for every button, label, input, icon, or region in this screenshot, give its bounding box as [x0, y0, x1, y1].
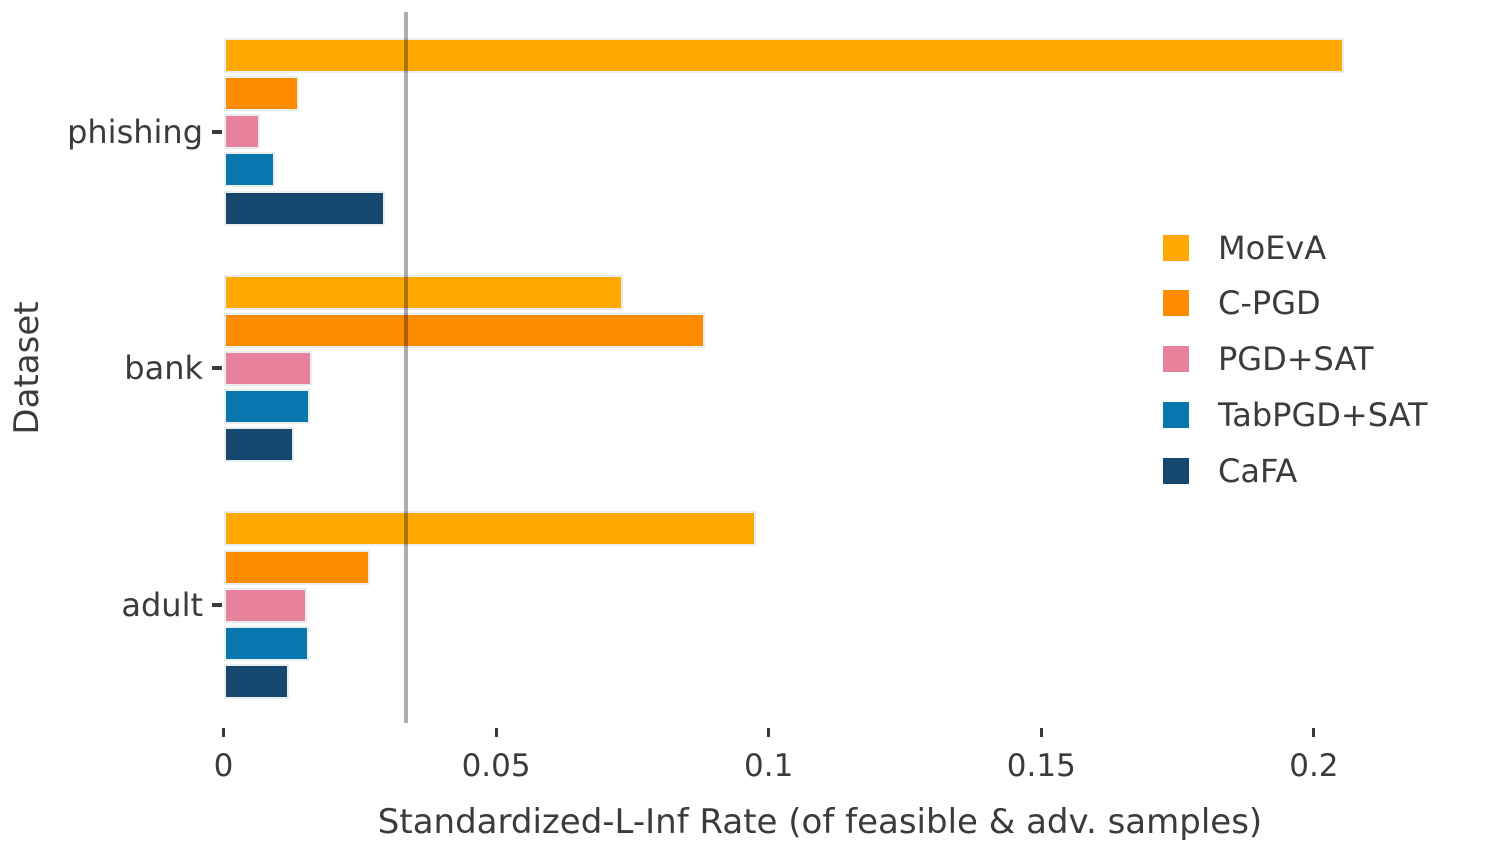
y-category-label-bank: bank	[124, 349, 203, 388]
y-category-label-phishing: phishing	[67, 112, 203, 151]
legend-item-tabpgd-sat: TabPGD+SAT	[1163, 387, 1493, 443]
x-tick-label-0.2: 0.2	[1289, 748, 1339, 784]
legend-swatch-cafa	[1163, 458, 1189, 485]
legend-swatch-tabpgd-sat	[1163, 402, 1189, 429]
x-tick-label-0.15: 0.15	[1006, 748, 1076, 784]
bar-pgd-sat-adult	[223, 587, 307, 623]
bar-tabpgd-sat-phishing	[223, 152, 275, 188]
bar-pgd-sat-phishing	[223, 114, 261, 150]
x-tick-0.15	[1039, 728, 1043, 737]
legend-label-tabpgd-sat: TabPGD+SAT	[1218, 396, 1428, 435]
bar-moeva-phishing	[223, 37, 1345, 73]
x-tick-label-0.1: 0.1	[744, 748, 794, 784]
x-tick-label-0: 0	[213, 748, 234, 784]
bar-cafa-adult	[223, 664, 289, 700]
y-tick-bank	[212, 366, 222, 371]
y-tick-adult	[212, 603, 222, 608]
x-tick-label-0.05: 0.05	[461, 748, 531, 784]
bar-c-pgd-bank	[223, 312, 705, 348]
legend-label-cafa: CaFA	[1218, 452, 1298, 491]
bar-moeva-bank	[223, 274, 623, 310]
legend-swatch-pgd-sat	[1163, 346, 1189, 373]
legend-label-c-pgd: C-PGD	[1218, 284, 1321, 323]
bar-pgd-sat-bank	[223, 350, 312, 386]
bar-cafa-bank	[223, 427, 294, 463]
bar-tabpgd-sat-adult	[223, 625, 309, 661]
y-tick-phishing	[212, 129, 222, 134]
reference-line	[404, 12, 409, 723]
legend-label-pgd-sat: PGD+SAT	[1218, 340, 1374, 379]
legend-item-c-pgd: C-PGD	[1163, 275, 1493, 331]
bar-moeva-adult	[223, 511, 757, 547]
legend-swatch-moeva	[1163, 234, 1189, 261]
bar-c-pgd-adult	[223, 549, 370, 585]
x-tick-0.05	[494, 728, 498, 737]
legend-item-cafa: CaFA	[1163, 443, 1493, 499]
y-category-label-adult: adult	[121, 586, 203, 625]
bar-tabpgd-sat-bank	[223, 389, 311, 425]
x-tick-0.1	[767, 728, 771, 737]
legend-swatch-c-pgd	[1163, 290, 1189, 317]
x-tick-0	[222, 728, 225, 737]
legend-item-moeva: MoEvA	[1163, 220, 1493, 276]
bar-c-pgd-phishing	[223, 75, 299, 111]
bar-cafa-phishing	[223, 190, 385, 226]
legend-item-pgd-sat: PGD+SAT	[1163, 331, 1493, 387]
x-axis-title: Standardized-L-Inf Rate (of feasible & a…	[377, 802, 1263, 842]
x-tick-0.2	[1312, 728, 1316, 737]
legend-label-moeva: MoEvA	[1218, 228, 1327, 267]
y-axis-title: Dataset	[7, 301, 47, 435]
